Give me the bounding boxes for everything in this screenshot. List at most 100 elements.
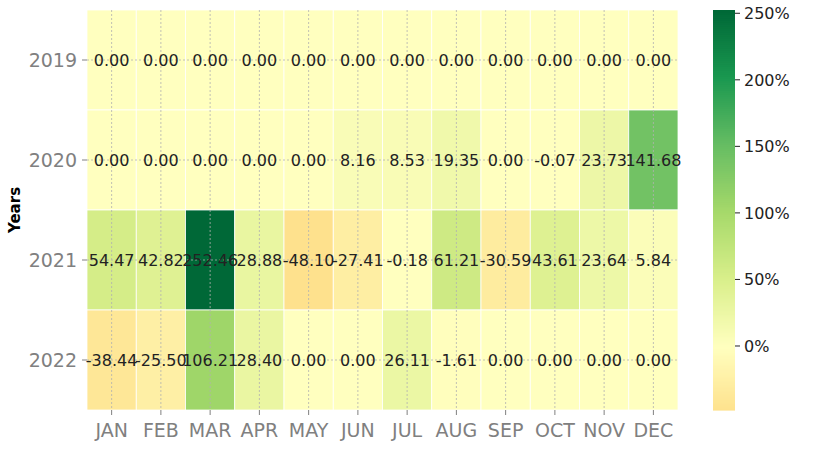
cell-label: 106.21 bbox=[182, 351, 238, 370]
x-tick bbox=[554, 410, 555, 415]
y-tick bbox=[82, 260, 87, 261]
x-tick bbox=[210, 410, 211, 415]
cell-label: 0.00 bbox=[488, 351, 524, 370]
grid-line bbox=[653, 10, 654, 410]
cell-label: 0.00 bbox=[291, 51, 327, 70]
x-tick-label: AUG bbox=[436, 419, 478, 441]
cell-label: 0.00 bbox=[143, 151, 179, 170]
x-tick-label: FEB bbox=[143, 419, 179, 441]
colorbar-tick-label: 250% bbox=[744, 4, 790, 23]
cell-label: -38.44 bbox=[86, 351, 138, 370]
y-tick-label: 2020 bbox=[29, 149, 77, 171]
cell-label: 0.00 bbox=[537, 51, 573, 70]
y-tick-label: 2022 bbox=[29, 349, 77, 371]
cell-label: 28.88 bbox=[236, 251, 282, 270]
y-tick bbox=[82, 360, 87, 361]
cell-label: 0.00 bbox=[242, 151, 278, 170]
grid-line bbox=[259, 10, 260, 410]
colorbar-tick bbox=[735, 79, 740, 80]
grid-line bbox=[160, 10, 161, 410]
cell-label: 8.53 bbox=[389, 151, 425, 170]
grid-line bbox=[357, 10, 358, 410]
cell-label: 23.64 bbox=[581, 251, 627, 270]
cell-label: 0.00 bbox=[94, 51, 130, 70]
grid-line bbox=[111, 10, 112, 410]
grid-line bbox=[554, 10, 555, 410]
cell-label: -30.59 bbox=[480, 251, 532, 270]
colorbar-tick bbox=[735, 279, 740, 280]
cell-label: -27.41 bbox=[332, 251, 384, 270]
cell-label: 26.11 bbox=[384, 351, 430, 370]
colorbar-tick-label: 200% bbox=[744, 71, 790, 90]
cell-label: 54.47 bbox=[89, 251, 135, 270]
x-tick bbox=[259, 410, 260, 415]
chart-svg: 0.00 0.00 0.00 0.00 0.00 0.00 0.00 0.00 0.00 0.00… bbox=[0, 0, 840, 455]
cell-label: -0.18 bbox=[386, 251, 427, 270]
grid bbox=[87, 10, 678, 410]
cell-label: -0.07 bbox=[534, 151, 575, 170]
colorbar-tick-label: 100% bbox=[744, 204, 790, 223]
x-tick bbox=[653, 410, 654, 415]
colorbar: 0%50%100%150%200%250% bbox=[713, 4, 790, 410]
cell-label: 141.68 bbox=[625, 151, 681, 170]
cell-label: 61.21 bbox=[433, 251, 479, 270]
x-tick bbox=[357, 410, 358, 415]
x-tick-label: MAR bbox=[189, 419, 232, 441]
cell-label: 0.00 bbox=[488, 151, 524, 170]
cell-label: 0.00 bbox=[291, 151, 327, 170]
x-tick bbox=[407, 410, 408, 415]
cell-label: 0.00 bbox=[340, 351, 376, 370]
grid-line bbox=[456, 10, 457, 410]
cell-label: 0.00 bbox=[636, 51, 672, 70]
colorbar-tick bbox=[735, 13, 740, 14]
x-tick bbox=[111, 410, 112, 415]
grid-line bbox=[505, 10, 506, 410]
x-tick-label: JUN bbox=[340, 419, 375, 441]
cell-label: 0.00 bbox=[143, 51, 179, 70]
y-tick-label: 2021 bbox=[29, 249, 77, 271]
cell-label: 0.00 bbox=[537, 351, 573, 370]
cell-label: 42.82 bbox=[138, 251, 184, 270]
x-tick-label: SEP bbox=[488, 419, 524, 441]
background bbox=[0, 0, 840, 455]
x-tick bbox=[505, 410, 506, 415]
grid-line bbox=[210, 10, 211, 410]
cell-label: 0.00 bbox=[242, 51, 278, 70]
x-tick bbox=[456, 410, 457, 415]
cell-label: 0.00 bbox=[94, 151, 130, 170]
cell-label: 19.35 bbox=[433, 151, 479, 170]
cell-label: -48.10 bbox=[283, 251, 335, 270]
colorbar-tick bbox=[735, 146, 740, 147]
x-tick-label: NOV bbox=[583, 419, 625, 441]
cell-label: -25.50 bbox=[135, 351, 187, 370]
cell-label: 5.84 bbox=[636, 251, 672, 270]
x-tick bbox=[308, 410, 309, 415]
cell-label: 43.61 bbox=[532, 251, 578, 270]
cell-label: 8.16 bbox=[340, 151, 376, 170]
cell-label: 23.73 bbox=[581, 151, 627, 170]
y-ticks: 2019 2020 2021 2022 bbox=[29, 49, 87, 371]
y-tick bbox=[82, 60, 87, 61]
cell-label: 0.00 bbox=[586, 51, 622, 70]
grid-line bbox=[407, 10, 408, 410]
cell-label: -1.61 bbox=[436, 351, 477, 370]
grid-line bbox=[604, 10, 605, 410]
cell-label: 0.00 bbox=[192, 51, 228, 70]
cell-label: 0.00 bbox=[291, 351, 327, 370]
x-tick bbox=[160, 410, 161, 415]
y-axis-label: Years bbox=[6, 187, 24, 234]
cell-label: 0.00 bbox=[488, 51, 524, 70]
colorbar-tick bbox=[735, 345, 740, 346]
cell-label: 0.00 bbox=[636, 351, 672, 370]
cell-label: 0.00 bbox=[192, 151, 228, 170]
colorbar-tick-label: 150% bbox=[744, 137, 790, 156]
x-tick-label: DEC bbox=[633, 419, 673, 441]
x-tick-label: APR bbox=[241, 419, 279, 441]
colorbar-segment bbox=[713, 10, 735, 13]
cell-label: 0.00 bbox=[389, 51, 425, 70]
cell-label: 0.00 bbox=[340, 51, 376, 70]
x-tick-label: JAN bbox=[94, 419, 127, 441]
y-tick-label: 2019 bbox=[29, 49, 77, 71]
colorbar-frame bbox=[713, 10, 735, 410]
colorbar-tick-label: 0% bbox=[744, 337, 769, 356]
